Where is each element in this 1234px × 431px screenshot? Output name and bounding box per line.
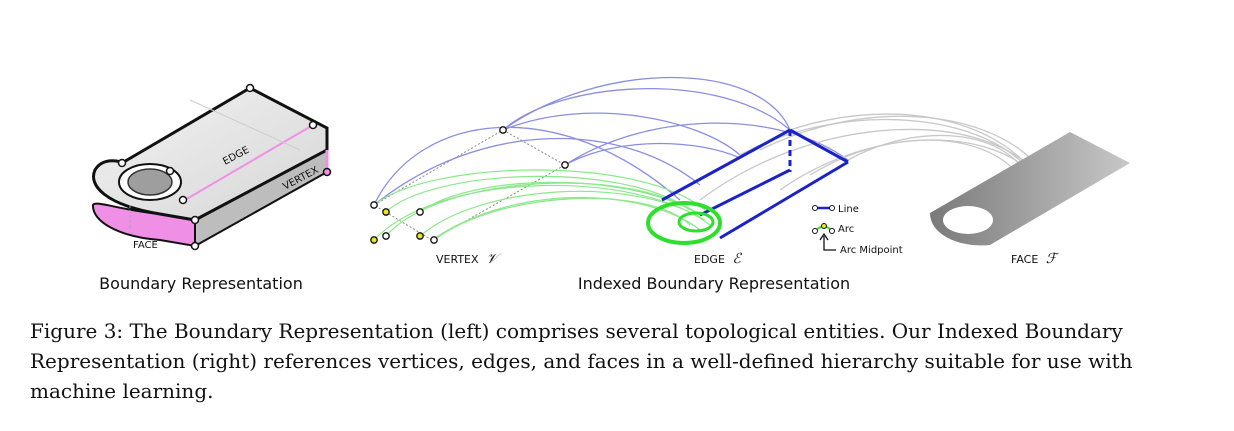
caption-text: The Boundary Representation (left) compr… [30, 319, 1133, 403]
ibrep-illustration: Line Arc Arc Midpoint VERTEX 𝒱 EDGE ℰ FA… [370, 76, 1130, 267]
brep-face-label: FACE [133, 240, 158, 251]
ibrep-legend: Line Arc Arc Midpoint [812, 204, 903, 256]
brep-illustration: FACE EDGE VERTEX [91, 83, 332, 251]
figure-3-illustration: FACE EDGE VERTEX Boundary Representation [91, 76, 1130, 293]
legend-arc-label: Arc [838, 224, 854, 235]
ibrep-line-edges [661, 128, 849, 240]
ibrep-subtitle: Indexed Boundary Representation [578, 274, 850, 293]
face-set-label: FACE ℱ [1011, 251, 1060, 267]
ibrep-arc-edges [646, 201, 722, 245]
vertex-set-label: VERTEX 𝒱 [436, 251, 502, 267]
ibrep-vertex-set [370, 126, 569, 244]
legend-line-label: Line [838, 204, 859, 215]
legend-arc-midpoint-label: Arc Midpoint [840, 245, 903, 256]
figure-caption: Figure 3: The Boundary Representation (l… [30, 316, 1210, 406]
brep-subtitle: Boundary Representation [99, 274, 303, 293]
caption-label: Figure 3: [30, 319, 124, 343]
edge-set-label: EDGE ℰ [694, 251, 742, 267]
